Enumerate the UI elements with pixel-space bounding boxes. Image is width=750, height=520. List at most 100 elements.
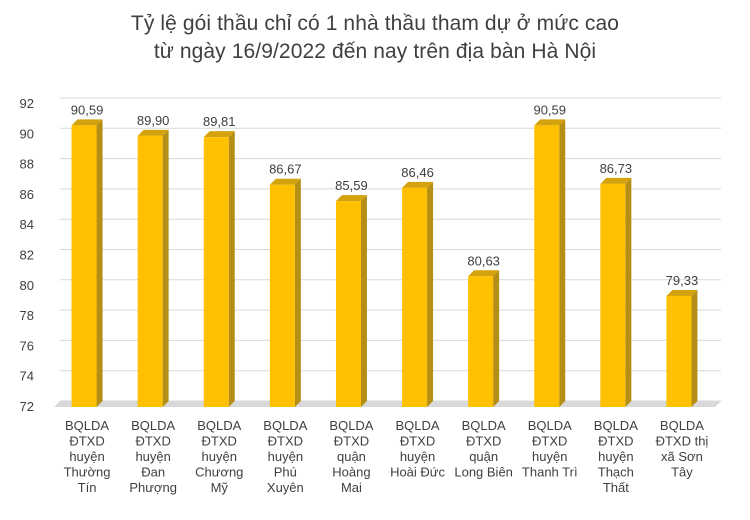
- x-tick-label-line: BQLDA: [65, 418, 109, 433]
- x-tick-label-line: huyện: [598, 449, 633, 464]
- x-tick-label-line: Phú: [274, 465, 297, 480]
- bar: [269, 184, 295, 407]
- x-tick-label-line: ĐTXD: [268, 434, 303, 449]
- y-tick-label: 92: [20, 96, 34, 111]
- x-tick-label-line: BQLDA: [462, 418, 506, 433]
- x-tick-label-line: BQLDA: [528, 418, 572, 433]
- bar: [137, 135, 163, 407]
- x-tick-label-line: huyện: [268, 449, 303, 464]
- bar: [203, 137, 229, 407]
- x-tick-label-line: ĐTXD thị: [656, 434, 709, 449]
- y-tick-label: 78: [20, 308, 34, 323]
- x-tick-label-line: ĐTXD: [334, 434, 369, 449]
- x-tick-label-line: Phượng: [129, 480, 177, 495]
- bar-top: [534, 119, 566, 126]
- bar: [666, 295, 692, 407]
- x-tick-label: BQLDA ĐTXD quận Hoàng Mai: [329, 418, 373, 495]
- x-tick-label-line: ĐTXD: [466, 434, 501, 449]
- x-tick-label-line: Đan: [141, 465, 165, 480]
- x-tick-label-line: ĐTXD: [135, 434, 170, 449]
- x-tick-label-line: BQLDA: [660, 418, 704, 433]
- x-tick-label-line: Thạch: [598, 465, 634, 480]
- x-tick-label: BQLDA ĐTXD quận Long Biên: [454, 418, 513, 480]
- data-label: 86,46: [401, 165, 434, 180]
- x-tick-label-line: huyện: [532, 449, 567, 464]
- x-tick-label-line: Tây: [671, 465, 693, 480]
- x-tick-label-line: Chương: [195, 465, 243, 480]
- data-label: 89,90: [137, 113, 170, 128]
- data-label: 90,59: [71, 102, 104, 117]
- x-tick-label-line: BQLDA: [263, 418, 307, 433]
- x-tick-label-line: Hoài Đức: [390, 465, 445, 480]
- y-tick-label: 76: [20, 338, 34, 353]
- x-tick-label-line: Thất: [603, 480, 629, 495]
- bar-side: [559, 119, 566, 407]
- x-tick-label: BQLDA ĐTXD huyện Thường Tín: [64, 418, 111, 495]
- x-tick-label-line: xã Sơn: [661, 449, 703, 464]
- x-tick-label-line: BQLDA: [594, 418, 638, 433]
- x-tick-label-line: Tín: [78, 480, 97, 495]
- x-tick-label: BQLDA ĐTXD thị xã Sơn Tây: [656, 418, 709, 480]
- x-tick-label-line: ĐTXD: [69, 434, 104, 449]
- x-tick-label-line: huyện: [400, 449, 435, 464]
- x-tick-label-line: Mai: [341, 480, 362, 495]
- bar-top: [203, 131, 235, 138]
- x-tick-label-line: BQLDA: [197, 418, 241, 433]
- x-tick-label-line: BQLDA: [329, 418, 373, 433]
- x-tick-label-line: Hoàng: [332, 465, 370, 480]
- x-tick-label-line: quận: [337, 449, 366, 464]
- data-label: 86,73: [600, 161, 633, 176]
- x-tick-label: BQLDA ĐTXD huyện Thạch Thất: [594, 418, 638, 495]
- bar: [468, 276, 494, 407]
- x-tick-label-line: Long Biên: [454, 465, 513, 480]
- x-tick-label-line: ĐTXD: [532, 434, 567, 449]
- bar-side: [427, 181, 434, 407]
- x-tick-label-line: huyện: [69, 449, 104, 464]
- y-tick-label: 74: [20, 369, 34, 384]
- chart-title-line-1: Tỷ lệ gói thầu chỉ có 1 nhà thầu tham dự…: [130, 12, 620, 35]
- x-tick-label-line: huyện: [202, 449, 237, 464]
- bar: [534, 125, 560, 407]
- data-label: 79,33: [666, 273, 699, 288]
- bar-side: [162, 129, 169, 407]
- bar-top: [666, 289, 698, 296]
- x-tick-label-line: quận: [469, 449, 498, 464]
- bar-side: [493, 270, 500, 407]
- x-tick-label-line: Mỹ: [211, 480, 229, 495]
- chart-title-line-2: từ ngày 16/9/2022 đến nay trên địa bàn H…: [153, 40, 597, 63]
- bar-top: [402, 181, 434, 188]
- x-tick-label: BQLDA ĐTXD huyện Đan Phượng: [129, 418, 177, 495]
- bar: [600, 183, 626, 407]
- bar-side: [228, 131, 235, 407]
- data-label: 89,81: [203, 114, 236, 129]
- x-tick-label-line: ĐTXD: [400, 434, 435, 449]
- bar-top: [137, 129, 169, 136]
- x-tick-label-line: BQLDA: [396, 418, 440, 433]
- x-tick-label-line: Thường: [64, 465, 111, 480]
- bar-side: [294, 178, 301, 407]
- x-tick-label-line: ĐTXD: [598, 434, 633, 449]
- y-tick-label: 80: [20, 278, 34, 293]
- bar: [335, 201, 361, 407]
- bar-top: [600, 177, 632, 184]
- x-tick-label-line: ĐTXD: [202, 434, 237, 449]
- bar-side: [360, 195, 367, 407]
- data-label: 85,59: [335, 178, 368, 193]
- data-label: 90,59: [533, 102, 566, 117]
- bar-top: [269, 178, 301, 185]
- x-tick-label: BQLDA ĐTXD huyện Thanh Trì: [522, 418, 578, 480]
- y-tick-label: 84: [20, 217, 34, 232]
- x-tick-label: BQLDA ĐTXD huyện Hoài Đức: [390, 418, 445, 480]
- bar-side: [96, 119, 103, 407]
- bar-side: [691, 289, 698, 407]
- bar: [402, 187, 428, 407]
- bar: [71, 125, 97, 407]
- x-tick-label-line: Thanh Trì: [522, 465, 578, 480]
- y-tick-label: 82: [20, 248, 34, 263]
- x-tick-label-line: huyện: [135, 449, 170, 464]
- data-label: 86,67: [269, 162, 302, 177]
- y-tick-label: 90: [20, 126, 34, 141]
- y-tick-label: 72: [20, 399, 34, 414]
- x-tick-label: BQLDA ĐTXD huyện Phú Xuyên: [263, 418, 307, 495]
